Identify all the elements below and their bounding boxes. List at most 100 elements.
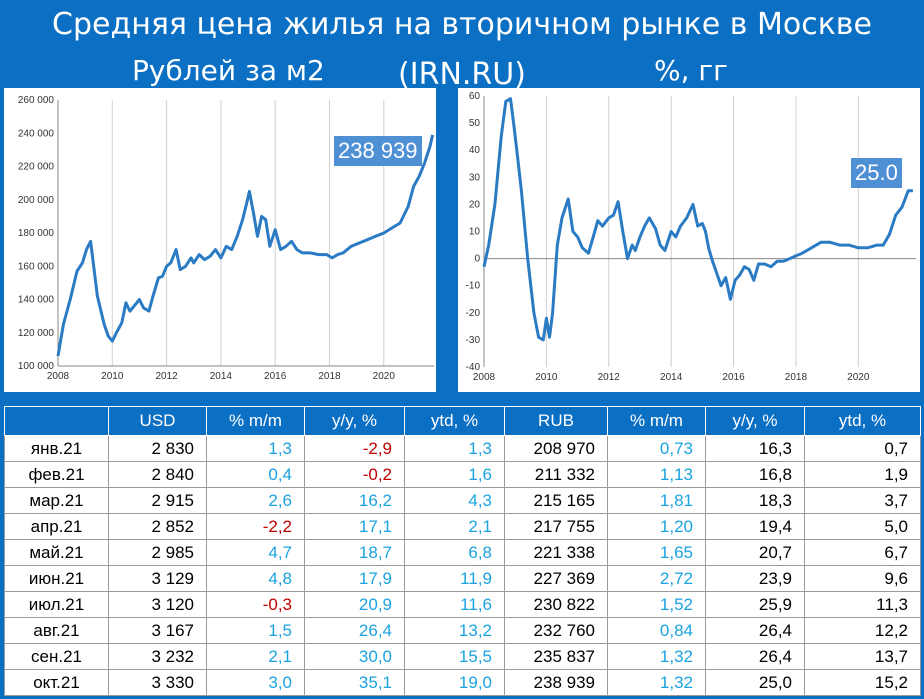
table-cell: 1,5 [206,617,305,644]
table-cell: 0,84 [607,617,706,644]
page-title: Средняя цена жилья на вторичном рынке в … [52,7,872,92]
table-cell: 227 369 [504,565,608,592]
right-chart-title: %, гг [654,54,728,87]
yoy-x-tick-label: 2020 [847,372,870,383]
table-cell: 13,2 [404,617,505,644]
yoy-x-tick-label: 2016 [722,372,745,383]
table-cell: -2,9 [304,435,405,462]
table-row: фев.21 2 840 0,4 -0,2 1,6 211 332 1,13 16,8 1,9 [4,461,921,488]
row-month: июн.21 [4,565,109,592]
price-x-tick-label: 2012 [155,371,178,382]
table-cell: 16,3 [705,435,805,462]
table-cell: 15,2 [804,669,921,696]
table-cell: 3 129 [108,565,207,592]
price-y-tick-label: 160 000 [18,261,55,272]
price-x-tick-label: 2008 [47,371,70,382]
table-cell: 3 232 [108,643,207,670]
table-cell: 26,4 [705,643,805,670]
table-cell: 26,4 [304,617,405,644]
table-cell: 1,81 [607,487,706,514]
yoy-y-tick-label: -30 [466,335,481,346]
column-header: % m/m [607,406,706,436]
table-cell: 3 330 [108,669,207,696]
column-header: y/y, % [304,406,405,436]
table-cell: 4,3 [404,487,505,514]
table-cell: 230 822 [504,591,608,618]
table-row: янв.21 2 830 1,3 -2,9 1,3 208 970 0,73 16,3 0,7 [4,435,921,462]
table-cell: -0,2 [304,461,405,488]
table-cell: 25,0 [705,669,805,696]
row-month: сен.21 [4,643,109,670]
table-cell: 18,7 [304,539,405,566]
table-cell: 5,0 [804,513,921,540]
column-header: ytd, % [804,406,921,436]
table-cell: 3,7 [804,487,921,514]
table-cell: 0,7 [804,435,921,462]
table-cell: 2 852 [108,513,207,540]
table-row: июн.21 3 129 4,8 17,9 11,9 227 369 2,72 23,9 9,6 [4,565,921,592]
row-month: авг.21 [4,617,109,644]
price-table-panel: USD% m/m y/y, % ytd, % RUB% m/m y/y, % ytd, %… [4,406,921,696]
table-cell: 9,6 [804,565,921,592]
table-cell: 1,20 [607,513,706,540]
table-cell: 20,9 [304,591,405,618]
yoy-y-tick-label: -10 [466,281,481,292]
table-cell: 16,2 [304,487,405,514]
table-cell: 0,73 [607,435,706,462]
table-cell: 2 985 [108,539,207,566]
price-table: USD% m/m y/y, % ytd, % RUB% m/m y/y, % ytd, %… [4,406,921,696]
yoy-chart-panel: 2008 2010 2012 2014 2016 2018 2020 -40 -30 -20 -10… [458,88,920,392]
table-row: июл.21 3 120 -0,3 20,9 11,6 230 822 1,52 25,9 11… [4,591,921,618]
yoy-y-tick-label: 40 [469,145,481,156]
table-cell: 19,4 [705,513,805,540]
table-row: мар.21 2 915 2,6 16,2 4,3 215 165 1,81 18,3 3,7 [4,487,921,514]
table-cell: 13,7 [804,643,921,670]
yoy-x-tick-label: 2018 [785,372,808,383]
left-chart-title: Рублей за м2 [132,54,325,87]
table-cell: 2 840 [108,461,207,488]
table-cell: 3,0 [206,669,305,696]
yoy-series-line [482,97,913,342]
table-cell: 35,1 [304,669,405,696]
table-cell: 4,7 [206,539,305,566]
table-cell: 1,3 [206,435,305,462]
table-cell: 17,9 [304,565,405,592]
column-header [4,406,109,436]
yoy-y-tick-label: 60 [469,91,481,102]
table-cell: 23,9 [705,565,805,592]
yoy-y-tick-label: 50 [469,118,481,129]
table-cell: 11,3 [804,591,921,618]
table-cell: 217 755 [504,513,608,540]
table-cell: 25,9 [705,591,805,618]
table-cell: 1,3 [404,435,505,462]
table-cell: 11,6 [404,591,505,618]
table-cell: 4,8 [206,565,305,592]
price-x-tick-label: 2016 [264,371,287,382]
row-month: фев.21 [4,461,109,488]
table-cell: 2,1 [404,513,505,540]
column-header: RUB [504,406,608,436]
column-header: USD [108,406,207,436]
table-cell: 215 165 [504,487,608,514]
price-y-tick-label: 100 000 [18,361,55,372]
row-month: янв.21 [4,435,109,462]
yoy-x-tick-label: 2008 [473,372,496,383]
table-cell: 3 167 [108,617,207,644]
price-y-tick-label: 200 000 [18,195,55,206]
table-cell: 18,3 [705,487,805,514]
yoy-y-tick-label: 20 [469,199,481,210]
yoy-y-tick-label: 0 [474,254,480,265]
table-cell: 1,13 [607,461,706,488]
price-y-tick-label: 260 000 [18,95,55,106]
table-cell: 17,1 [304,513,405,540]
yoy-x-tick-label: 2014 [660,372,683,383]
yoy-y-tick-label: 30 [469,172,481,183]
table-cell: 238 939 [504,669,608,696]
row-month: апр.21 [4,513,109,540]
table-cell: 232 760 [504,617,608,644]
table-cell: 1,65 [607,539,706,566]
table-row: май.21 2 985 4,7 18,7 6,8 221 338 1,65 20,7 6,7 [4,539,921,566]
table-cell: 15,5 [404,643,505,670]
price-x-tick-label: 2014 [210,371,233,382]
price-y-tick-label: 120 000 [18,328,55,339]
